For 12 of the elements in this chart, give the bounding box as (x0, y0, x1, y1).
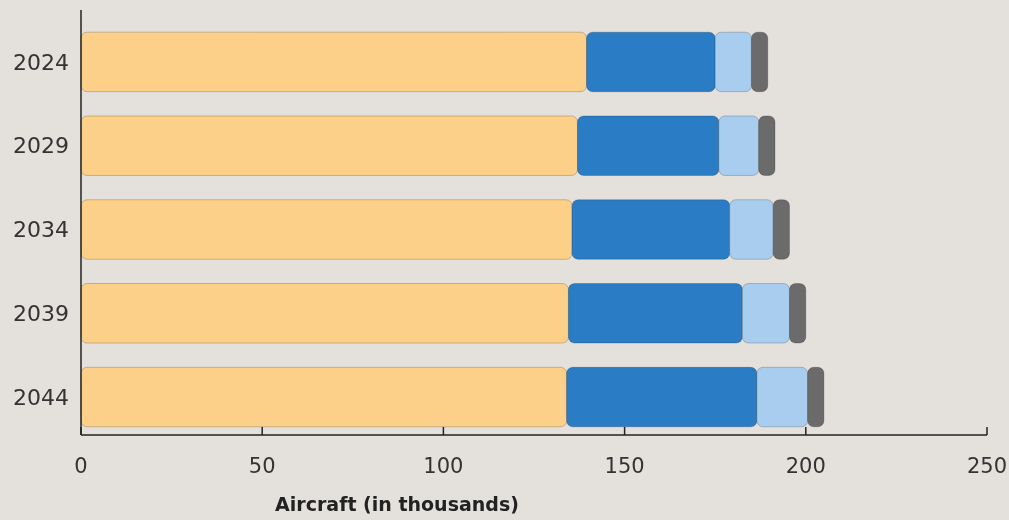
x-tick-label: 150 (604, 454, 645, 478)
y-tick-label: 2029 (13, 133, 69, 159)
y-tick-label: 2044 (13, 384, 69, 410)
x-tick-label: 250 (966, 454, 1008, 478)
x-axis-title: Aircraft (in thousands) (275, 493, 519, 515)
x-tick-label: 200 (785, 454, 826, 478)
x-tick-label: 100 (423, 454, 464, 478)
y-tick-label: 2034 (13, 217, 69, 243)
x-tick-label: 0 (74, 454, 88, 478)
y-tick-label: 2024 (13, 49, 69, 75)
y-tick-label: 2039 (13, 300, 69, 326)
x-tick-label: 50 (248, 454, 276, 478)
